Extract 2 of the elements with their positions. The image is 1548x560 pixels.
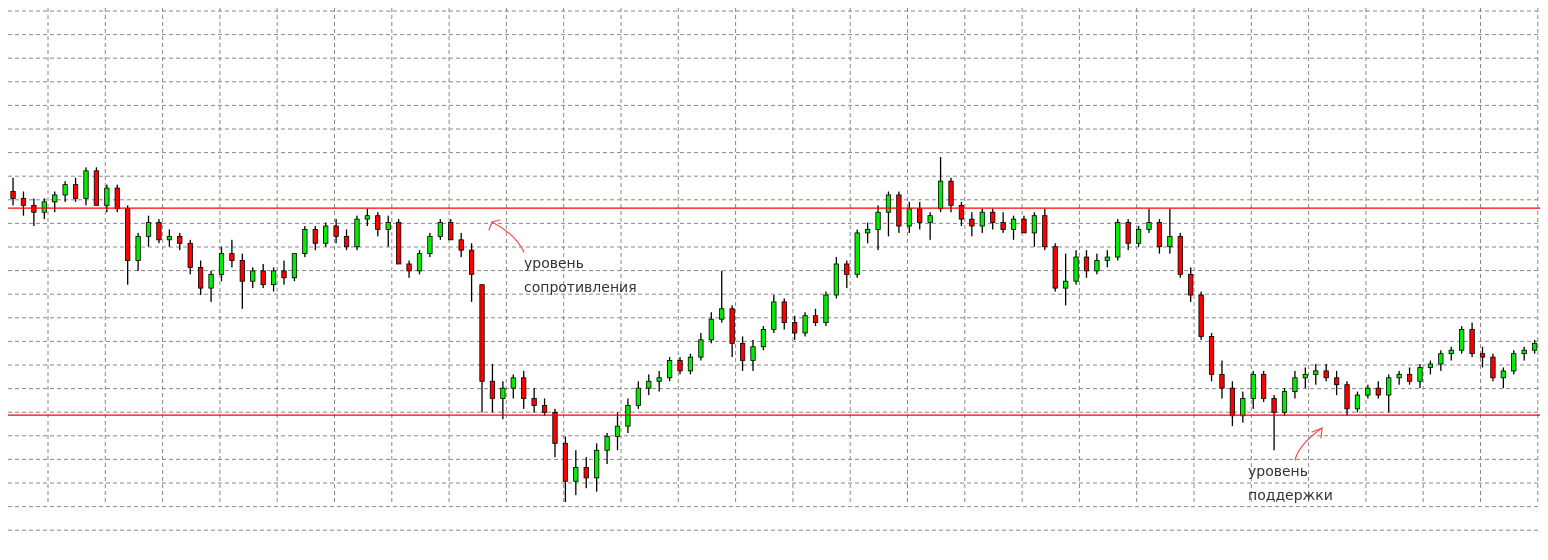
annotation: уровень сопротивления xyxy=(524,255,637,295)
annotation: уровень поддержки xyxy=(1248,463,1333,503)
